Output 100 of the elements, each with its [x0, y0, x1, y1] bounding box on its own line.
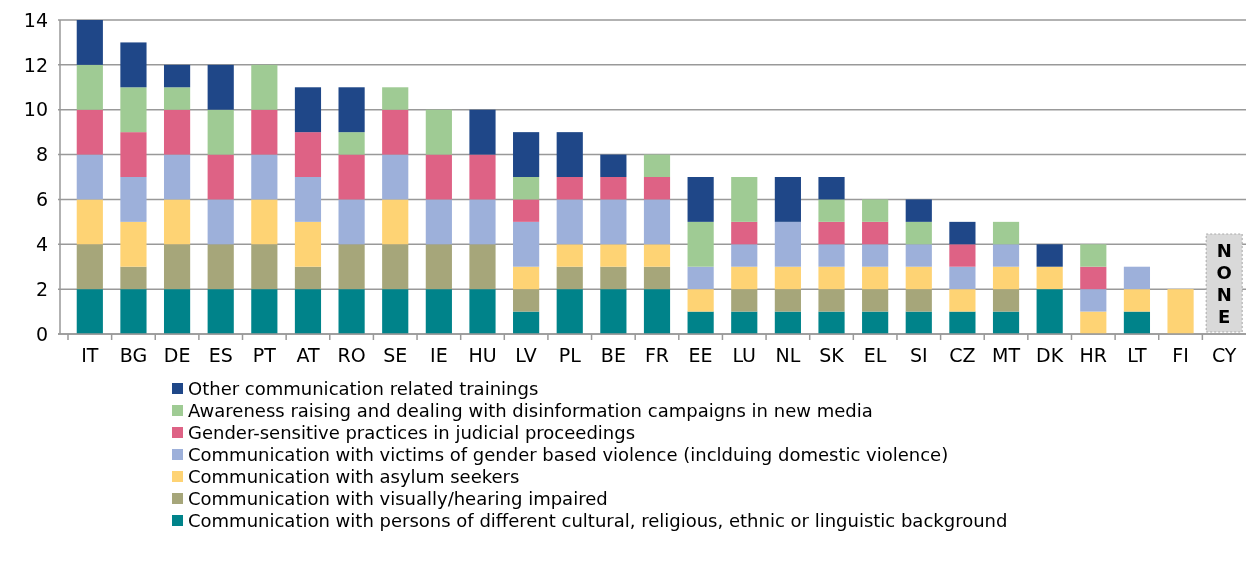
x-tick-label: LT [1127, 344, 1148, 366]
bar [687, 311, 714, 334]
bar [251, 154, 278, 200]
x-tick-label: AT [296, 344, 320, 366]
bar [992, 266, 1020, 290]
legend-label: Awareness raising and dealing with disinformation campaigns in new media [188, 400, 873, 422]
bar [600, 177, 627, 200]
x-tick-label: FI [1172, 344, 1189, 366]
bar [862, 221, 889, 245]
bar [163, 64, 191, 88]
bar [1080, 266, 1107, 290]
bar [163, 87, 191, 110]
bar [643, 266, 671, 290]
bar [76, 199, 103, 245]
x-tick-label: PT [252, 344, 277, 366]
bar [731, 221, 758, 245]
bar [556, 132, 583, 177]
bar [949, 311, 976, 334]
bar [731, 266, 758, 290]
bar [469, 109, 496, 155]
x-tick-label: CY [1211, 344, 1237, 366]
bar [556, 177, 583, 200]
bar [774, 221, 801, 267]
y-tick-label: 0 [35, 322, 48, 345]
bar [556, 244, 583, 267]
x-tick-label: DK [1036, 344, 1064, 366]
bar [556, 289, 583, 334]
bar [643, 154, 671, 177]
bar [687, 177, 714, 222]
bar [513, 177, 540, 200]
bar [600, 266, 627, 290]
bar [1036, 244, 1063, 267]
bar [862, 289, 889, 312]
bar [905, 266, 932, 290]
bar [731, 177, 758, 222]
bar [382, 199, 409, 245]
bar [338, 244, 365, 290]
bar [425, 109, 452, 155]
bar [992, 311, 1020, 334]
x-tick-label: SI [909, 344, 928, 366]
bar [76, 289, 103, 334]
bar [513, 199, 540, 222]
legend-label: Communication with asylum seekers [188, 466, 520, 488]
bar [76, 20, 103, 65]
x-tick-label: EL [863, 344, 887, 366]
bar [294, 132, 322, 177]
y-tick-label: 10 [23, 98, 48, 121]
x-tick-label: HU [468, 344, 497, 366]
bar [382, 154, 409, 200]
bar [818, 199, 845, 222]
bar [425, 289, 452, 334]
bar [120, 42, 147, 88]
bar [513, 289, 540, 312]
bar [338, 289, 365, 334]
bar [207, 199, 234, 245]
y-tick-label: 8 [35, 143, 48, 166]
bar [600, 154, 627, 177]
bar [120, 177, 147, 222]
bar [643, 177, 671, 200]
bar [294, 177, 322, 222]
legend-label: Communication with visually/hearing impaired [188, 488, 608, 510]
bar [338, 199, 365, 245]
y-tick-label: 12 [23, 53, 48, 76]
bar [469, 244, 496, 290]
bar [1123, 266, 1151, 290]
x-tick-label: CZ [949, 344, 976, 366]
bar [207, 109, 234, 155]
bar [163, 199, 191, 245]
bar [513, 132, 540, 177]
bar [949, 244, 976, 267]
y-tick-label: 4 [35, 232, 48, 255]
bar [251, 64, 278, 110]
bar [643, 289, 671, 334]
bar [425, 154, 452, 200]
bar [76, 109, 103, 155]
bar [76, 64, 103, 110]
x-tick-label: ES [208, 344, 233, 366]
bar [425, 199, 452, 245]
bar [1080, 244, 1107, 267]
bar [818, 311, 845, 334]
bar [731, 289, 758, 312]
bar [120, 221, 147, 267]
x-tick-label: SK [819, 344, 845, 366]
x-tick-label: HR [1079, 344, 1108, 366]
bar [163, 289, 191, 334]
bar [251, 244, 278, 290]
bar [687, 266, 714, 290]
bar [1123, 289, 1151, 312]
bar [382, 244, 409, 290]
bar [469, 154, 496, 200]
y-tick-label: 2 [35, 277, 48, 300]
y-tick-label: 14 [23, 8, 48, 31]
bar [294, 87, 322, 133]
bar [338, 154, 365, 200]
bar [774, 177, 801, 222]
bar [556, 199, 583, 245]
bar [251, 199, 278, 245]
bar [207, 64, 234, 110]
bar [862, 199, 889, 222]
legend-label: Other communication related trainings [188, 378, 539, 400]
